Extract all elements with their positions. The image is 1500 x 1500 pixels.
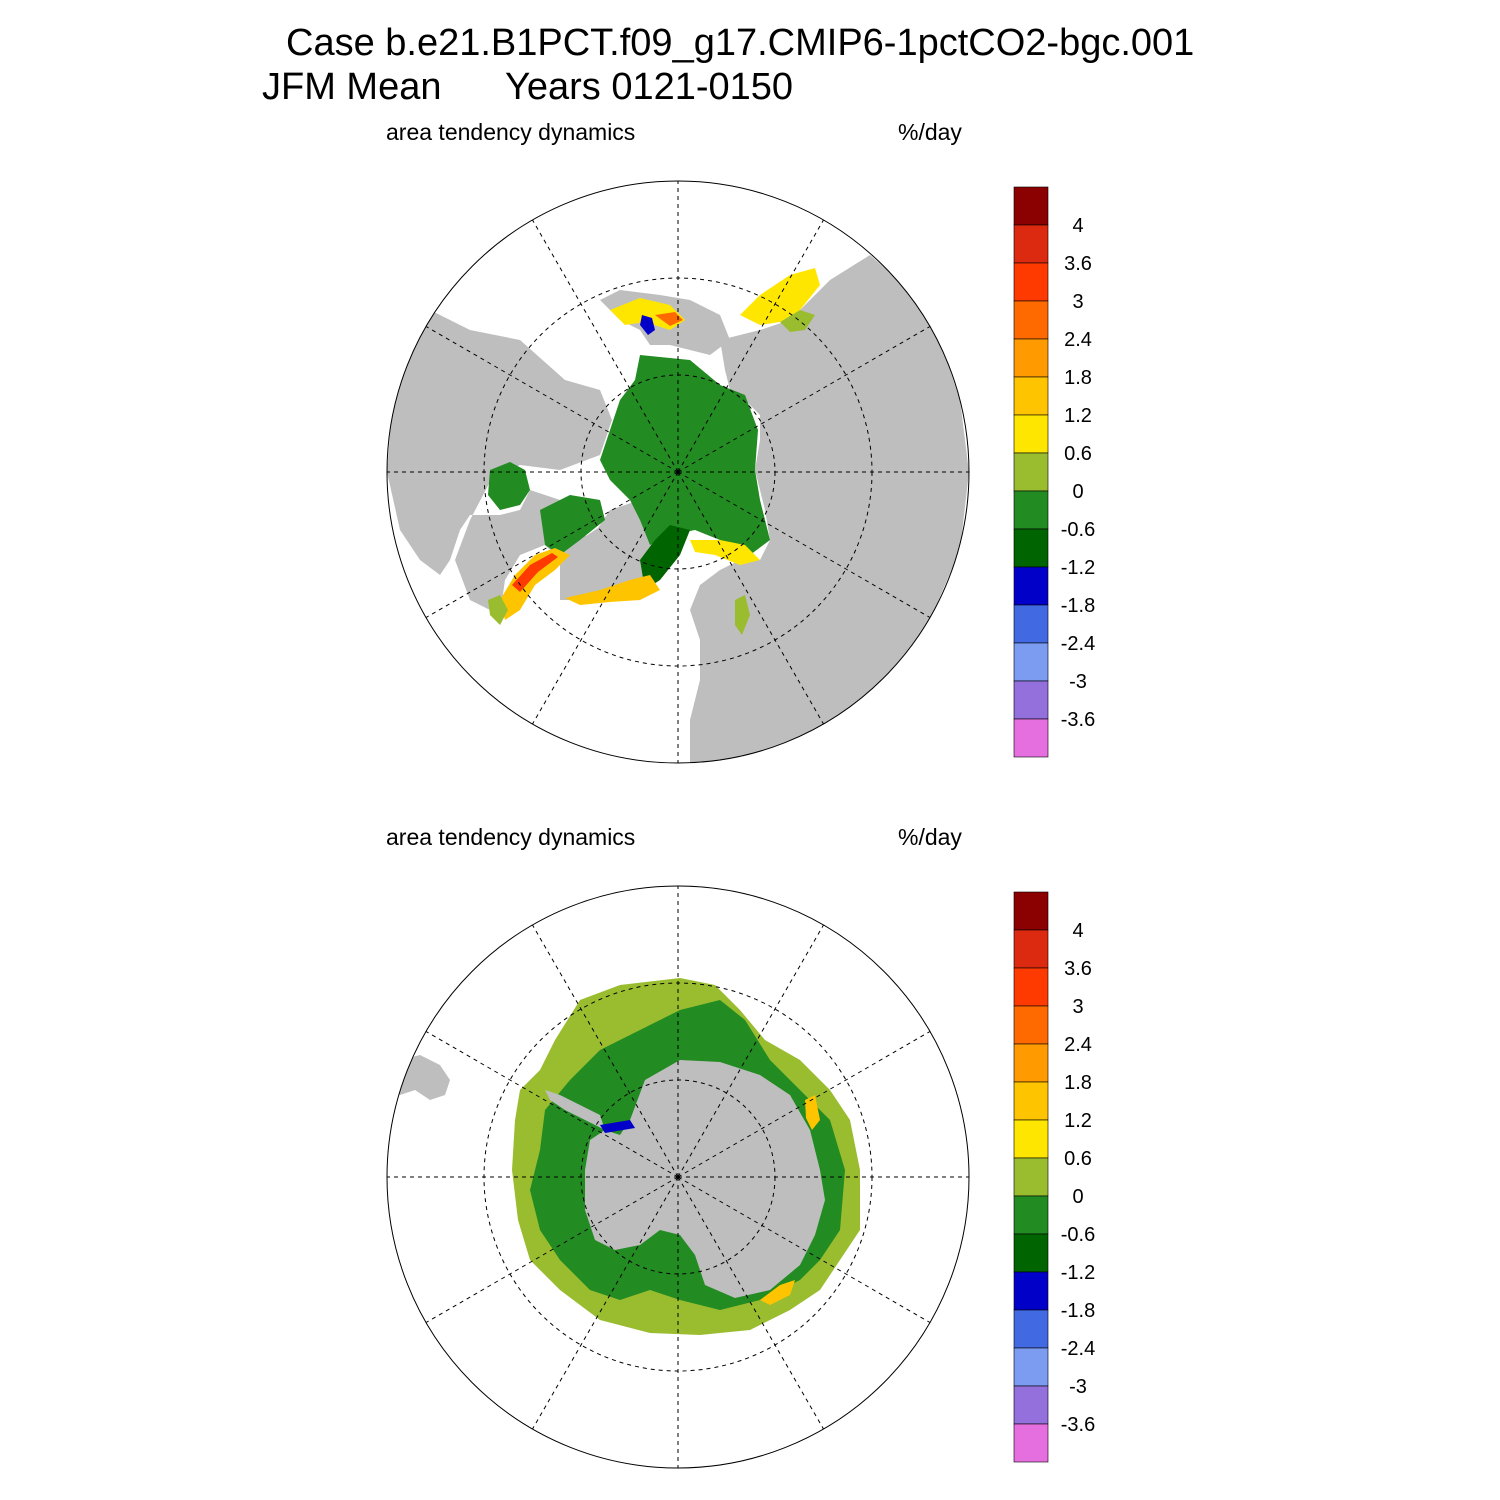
south-graticule	[387, 886, 969, 1468]
south-colorbar-tick-label: 3	[1072, 996, 1083, 1018]
south-colorbar-tick-label: 1.8	[1064, 1072, 1092, 1094]
barents-sea-band	[690, 540, 760, 565]
north-colorbar-swatch	[1013, 186, 1049, 226]
south-colorbar-swatch	[1013, 1233, 1049, 1273]
north-polar-map	[387, 181, 969, 763]
okhotsk-sea-band	[740, 268, 820, 325]
north-colorbar-swatch	[1013, 452, 1049, 492]
north-colorbar-swatch	[1013, 566, 1049, 606]
baltic-sea-ice	[735, 595, 750, 635]
greenland-east-band	[640, 525, 690, 590]
gulf-stlawrence-band	[488, 595, 508, 625]
south-colorbar-tick-label: 1.2	[1064, 1110, 1092, 1132]
north-colorbar-swatch	[1013, 490, 1049, 530]
north-colorbar: 4 3.6 3 2.4 1.8 1.2 0.6 0 -0.6 -1.2 -1.8 -2.4 -3 -3.6	[1013, 186, 1095, 758]
south-colorbar-tick-label: -1.2	[1061, 1262, 1095, 1284]
antarctic-peninsula	[545, 1090, 605, 1130]
title-season: JFM Mean	[262, 66, 442, 108]
south-colorbar-tick-label: -3	[1069, 1376, 1087, 1398]
south-colorbar-swatch	[1013, 1157, 1049, 1197]
north-graticule	[387, 181, 969, 763]
north-colorbar-swatch	[1013, 224, 1049, 264]
north-colorbar-tick-label: 1.2	[1064, 405, 1092, 427]
north-colorbar-swatch	[1013, 642, 1049, 682]
south-units-label: %/day	[898, 824, 962, 850]
north-colorbar-tick-label: 1.8	[1064, 367, 1092, 389]
north-colorbar-tick-label: -3.6	[1061, 709, 1095, 731]
north-colorbar-tick-label: 0	[1072, 481, 1083, 503]
south-map-border	[386, 885, 970, 1469]
south-variable-label: area tendency dynamics	[386, 824, 636, 850]
south-colorbar-swatch	[1013, 1385, 1049, 1425]
north-colorbar-swatch	[1013, 680, 1049, 720]
okhotsk-sea-green	[780, 310, 815, 332]
south-colorbar-swatch	[1013, 1423, 1049, 1463]
north-colorbar-tick-label: 0.6	[1064, 443, 1092, 465]
south-colorbar-tick-label: 3.6	[1064, 958, 1092, 980]
south-colorbar-swatch	[1013, 891, 1049, 931]
south-colorbar-tick-label: 0.6	[1064, 1148, 1092, 1170]
bering-sea-red	[655, 312, 683, 326]
south-colorbar-tick-label: -2.4	[1061, 1338, 1095, 1360]
north-colorbar-swatch	[1013, 718, 1049, 758]
north-colorbar-swatch	[1013, 262, 1049, 302]
title-years: Years 0121-0150	[505, 66, 794, 108]
south-colorbar-tick-label: 4	[1072, 920, 1083, 942]
south-colorbar-swatch	[1013, 1005, 1049, 1045]
north-variable-label: area tendency dynamics	[386, 119, 636, 145]
south-colorbar-tick-label: 2.4	[1064, 1034, 1092, 1056]
south-colorbar: 4 3.6 3 2.4 1.8 1.2 0.6 0 -0.6 -1.2 -1.8 -2.4 -3 -3.6	[1013, 891, 1095, 1463]
north-colorbar-swatch	[1013, 604, 1049, 644]
south-colorbar-tick-label: -3.6	[1061, 1414, 1095, 1436]
north-colorbar-tick-label: -2.4	[1061, 633, 1095, 655]
north-colorbar-tick-label: -0.6	[1061, 519, 1095, 541]
south-colorbar-tick-label: 0	[1072, 1186, 1083, 1208]
ross-sea-band	[760, 1280, 795, 1305]
south-colorbar-swatch	[1013, 1347, 1049, 1387]
south-colorbar-swatch	[1013, 1195, 1049, 1235]
labrador-sea-band-red	[512, 553, 558, 592]
greenland-east-yellow	[565, 575, 660, 605]
north-colorbar-tick-label: 3	[1072, 291, 1083, 313]
arctic-ice-region	[600, 355, 770, 555]
eurasia-land	[690, 255, 969, 763]
south-colorbar-swatch	[1013, 1309, 1049, 1349]
south-colorbar-swatch	[1013, 967, 1049, 1007]
greenland-land	[560, 505, 670, 600]
north-colorbar-swatch	[1013, 300, 1049, 340]
south-colorbar-tick-label: -1.8	[1061, 1300, 1095, 1322]
bering-strait-blue	[640, 315, 655, 335]
south-colorbar-swatch	[1013, 1081, 1049, 1121]
north-colorbar-swatch	[1013, 376, 1049, 416]
north-colorbar-swatch	[1013, 414, 1049, 454]
north-colorbar-tick-label: 4	[1072, 215, 1083, 237]
title-case: Case b.e21.B1PCT.f09_g17.CMIP6-1pctCO2-b…	[286, 22, 1195, 64]
south-colorbar-tick-label: -0.6	[1061, 1224, 1095, 1246]
north-map-border	[386, 180, 970, 764]
weddell-blue-edge	[600, 1120, 635, 1133]
south-colorbar-swatch	[1013, 1271, 1049, 1311]
north-colorbar-tick-label: 2.4	[1064, 329, 1092, 351]
north-colorbar-tick-label: -3	[1069, 671, 1087, 693]
south-colorbar-swatch	[1013, 929, 1049, 969]
hudson-bay-ice	[488, 462, 530, 510]
north-colorbar-swatch	[1013, 528, 1049, 568]
south-polar-map	[387, 886, 969, 1468]
weddell-sea-band	[805, 1095, 820, 1130]
south-colorbar-swatch	[1013, 1043, 1049, 1083]
south-colorbar-swatch	[1013, 1119, 1049, 1159]
labrador-sea-band	[500, 548, 570, 620]
north-colorbar-tick-label: -1.8	[1061, 595, 1095, 617]
north-colorbar-tick-label: -1.2	[1061, 557, 1095, 579]
north-colorbar-swatch	[1013, 338, 1049, 378]
north-units-label: %/day	[898, 119, 962, 145]
north-colorbar-tick-label: 3.6	[1064, 253, 1092, 275]
